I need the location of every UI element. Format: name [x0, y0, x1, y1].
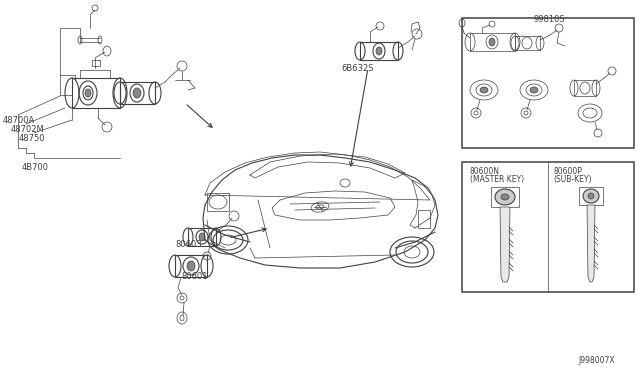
- Text: 6B632S: 6B632S: [341, 64, 374, 73]
- Ellipse shape: [133, 88, 141, 98]
- Ellipse shape: [199, 233, 205, 241]
- Bar: [491, 187, 519, 207]
- Ellipse shape: [530, 87, 538, 93]
- Bar: [574, 80, 596, 96]
- Text: 48702M: 48702M: [11, 125, 45, 134]
- Bar: [360, 42, 398, 60]
- Bar: [188, 228, 216, 246]
- Bar: [207, 193, 229, 211]
- Ellipse shape: [376, 47, 382, 55]
- Text: 80603: 80603: [175, 240, 202, 249]
- Text: 48700A: 48700A: [3, 116, 35, 125]
- Text: J998007X: J998007X: [579, 356, 615, 365]
- Bar: [462, 18, 634, 148]
- Bar: [418, 210, 430, 228]
- Bar: [92, 60, 100, 66]
- Ellipse shape: [187, 261, 195, 271]
- Ellipse shape: [583, 189, 599, 203]
- Bar: [579, 187, 603, 205]
- Bar: [462, 162, 634, 292]
- Text: (MASTER KEY): (MASTER KEY): [470, 175, 524, 184]
- Ellipse shape: [85, 89, 91, 97]
- Text: (SUB-KEY): (SUB-KEY): [553, 175, 591, 184]
- Bar: [175, 255, 207, 277]
- Text: 48750: 48750: [19, 134, 45, 143]
- Text: 99810S: 99810S: [533, 15, 564, 24]
- Text: 80600N: 80600N: [470, 167, 500, 176]
- Text: 80601: 80601: [181, 272, 207, 281]
- Ellipse shape: [588, 193, 594, 199]
- Ellipse shape: [501, 194, 509, 200]
- Polygon shape: [500, 207, 510, 282]
- Text: 80600P: 80600P: [553, 167, 582, 176]
- Polygon shape: [587, 205, 595, 282]
- Bar: [120, 82, 155, 104]
- Bar: [470, 33, 515, 51]
- Ellipse shape: [495, 189, 515, 205]
- Bar: [72, 78, 120, 108]
- Bar: [515, 36, 540, 50]
- Ellipse shape: [489, 38, 495, 46]
- Ellipse shape: [480, 87, 488, 93]
- Text: 4B700: 4B700: [22, 163, 49, 172]
